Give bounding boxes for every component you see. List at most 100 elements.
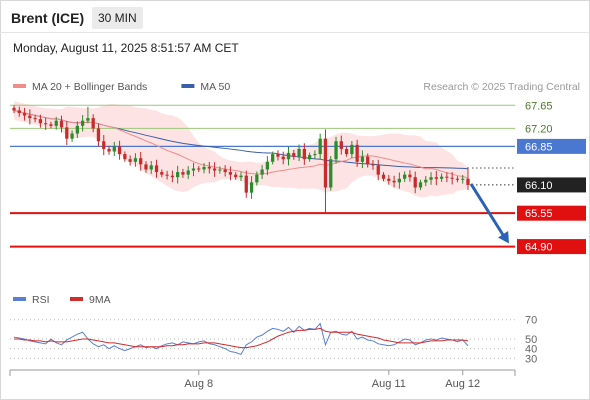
candle-body bbox=[318, 138, 322, 155]
candle-body bbox=[371, 164, 375, 166]
candle-body bbox=[260, 169, 264, 175]
legend-label-0: MA 20 + Bollinger Bands bbox=[32, 81, 147, 93]
candle-body bbox=[149, 165, 153, 170]
x-axis: Aug 8 Aug 11 Aug 12 bbox=[9, 369, 516, 390]
candle-body bbox=[228, 172, 233, 175]
candle-body bbox=[202, 166, 206, 170]
price-levels bbox=[10, 104, 515, 248]
bollinger-band-area bbox=[14, 101, 468, 198]
candle-body bbox=[160, 172, 164, 175]
candle-body bbox=[17, 110, 21, 113]
timeframe-badge[interactable]: 30 MIN bbox=[92, 7, 143, 29]
candle-body bbox=[165, 174, 169, 176]
candle-body bbox=[96, 128, 101, 142]
rsi-tick-0: 70 bbox=[525, 315, 537, 327]
candle-body bbox=[70, 133, 74, 139]
rsi-legend-label-1: 9MA bbox=[89, 294, 111, 306]
forecast-arrow-shaft bbox=[469, 183, 506, 238]
header-divider bbox=[0, 32, 590, 33]
candle-body bbox=[360, 156, 365, 162]
candle-body bbox=[44, 123, 48, 125]
candle-body bbox=[392, 180, 396, 183]
candle-body bbox=[387, 178, 391, 181]
candle-body bbox=[350, 144, 354, 155]
candle-body bbox=[212, 168, 217, 171]
candle-body bbox=[313, 154, 317, 156]
candle-body bbox=[397, 178, 402, 183]
candle-body bbox=[75, 125, 79, 134]
candle-body bbox=[154, 165, 159, 173]
forecast-arrow bbox=[469, 183, 509, 244]
timestamp: Monday, August 11, 2025 8:51:57 AM CET bbox=[13, 41, 239, 55]
candle-body bbox=[286, 153, 291, 160]
legend-swatch-0 bbox=[13, 84, 26, 88]
candle-body bbox=[234, 174, 238, 178]
rsi-tick-3: 30 bbox=[525, 353, 537, 365]
rsi-legend-swatch-1 bbox=[70, 297, 83, 301]
candle-body bbox=[107, 148, 111, 152]
rsi-tick-2: 40 bbox=[525, 344, 537, 356]
candle-body bbox=[429, 177, 433, 180]
candle-body bbox=[22, 112, 27, 116]
candle-body bbox=[329, 159, 333, 188]
candle-body bbox=[49, 124, 53, 126]
candle-body bbox=[271, 154, 275, 162]
candle-body bbox=[12, 107, 16, 111]
x-tick-label-1: Aug 11 bbox=[372, 378, 406, 390]
candle-body bbox=[28, 115, 32, 119]
candle-body bbox=[265, 161, 270, 170]
candle-body bbox=[65, 127, 69, 139]
candle-body bbox=[408, 174, 412, 178]
candle-body bbox=[276, 154, 280, 157]
level-tag-2: 66.85 bbox=[525, 141, 553, 153]
candle-body bbox=[86, 118, 90, 121]
candle-body bbox=[381, 174, 386, 179]
rsi-legend-label-0: RSI bbox=[32, 294, 50, 306]
level-tag-0: 67.65 bbox=[525, 100, 553, 112]
candle-body bbox=[292, 153, 296, 157]
candle-body bbox=[80, 120, 85, 126]
candle-body bbox=[450, 177, 454, 179]
instrument-title: Brent (ICE) bbox=[11, 10, 85, 26]
candle-body bbox=[91, 118, 95, 129]
candle-body bbox=[445, 176, 449, 178]
level-tag-bg-4 bbox=[517, 205, 586, 221]
candle-body bbox=[461, 178, 465, 180]
candle-body bbox=[413, 177, 417, 188]
candle-body bbox=[239, 175, 243, 178]
candle-body bbox=[434, 177, 438, 179]
forecast-arrow-head bbox=[498, 231, 509, 244]
candle-body bbox=[207, 166, 211, 169]
candle-body bbox=[186, 170, 190, 175]
candle-body bbox=[176, 172, 180, 178]
candle-body bbox=[128, 159, 132, 162]
level-tags: 67.65 67.20 66.85 66.10 65.55 64.90 bbox=[517, 100, 586, 255]
candle-body bbox=[418, 182, 423, 188]
candle-body bbox=[117, 146, 122, 155]
level-tag-bg-5 bbox=[517, 239, 586, 255]
level-tag-bg-2 bbox=[517, 138, 586, 154]
rsi-legend-swatch-0 bbox=[13, 297, 26, 301]
candle-body bbox=[466, 178, 470, 185]
candle-body bbox=[334, 141, 338, 160]
candle-body bbox=[59, 120, 64, 128]
x-tick-label-0: Aug 8 bbox=[184, 378, 213, 390]
candle-body bbox=[424, 179, 428, 183]
candle-body bbox=[170, 175, 175, 178]
level-tag-3: 66.10 bbox=[525, 180, 553, 192]
candle-body bbox=[344, 148, 349, 155]
moving-averages bbox=[13, 109, 469, 179]
candles bbox=[12, 105, 470, 214]
legend-swatch-1 bbox=[181, 84, 195, 88]
candle-body bbox=[439, 176, 444, 179]
rsi-tick-1: 50 bbox=[525, 334, 537, 346]
candle-body bbox=[339, 141, 343, 149]
candle-body bbox=[218, 169, 222, 171]
candle-body bbox=[112, 146, 116, 152]
candle-body bbox=[255, 174, 259, 183]
level-tag-bg-3 bbox=[517, 177, 586, 193]
bollinger-band bbox=[14, 101, 468, 198]
candle-body bbox=[302, 148, 306, 160]
candle-body bbox=[102, 141, 106, 149]
